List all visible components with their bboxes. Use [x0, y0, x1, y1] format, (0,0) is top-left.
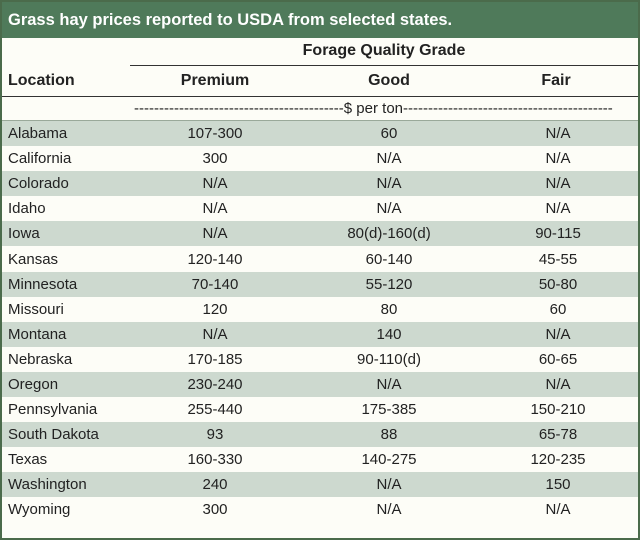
fair-cell: 65-78 [478, 422, 638, 448]
state-cell: Wyoming [2, 497, 130, 523]
table-row: California 300 N/A N/A [2, 146, 638, 172]
premium-cell: 107-300 [130, 121, 300, 147]
table-row: Montana N/A 140 N/A [2, 321, 638, 347]
good-cell: N/A [300, 196, 478, 222]
units-label: ----------------------------------------… [134, 100, 613, 117]
fair-cell: 90-115 [478, 221, 638, 247]
state-cell: Colorado [2, 171, 130, 197]
good-cell: 90-110(d) [300, 346, 478, 372]
premium-cell: 160-330 [130, 447, 300, 473]
table-row: Idaho N/A N/A N/A [2, 196, 638, 222]
table-row: Minnesota 70-140 55-120 50-80 [2, 271, 638, 297]
good-cell: 140-275 [300, 447, 478, 473]
table-row: Oregon 230-240 N/A N/A [2, 371, 638, 398]
group-underline [130, 65, 638, 66]
fair-cell: 60 [478, 296, 638, 322]
state-cell: Washington [2, 472, 130, 498]
units-row: ----------------------------------------… [2, 97, 638, 121]
premium-cell: N/A [130, 221, 300, 247]
state-cell: Iowa [2, 221, 130, 247]
state-cell: Minnesota [2, 271, 130, 297]
fair-cell: 45-55 [478, 246, 638, 272]
fair-cell: 150-210 [478, 397, 638, 423]
fair-cell: 120-235 [478, 447, 638, 473]
fair-cell: 60-65 [478, 346, 638, 372]
fair-cell: N/A [478, 371, 638, 398]
premium-cell: 300 [130, 497, 300, 523]
premium-cell: N/A [130, 171, 300, 197]
good-cell: 60 [300, 121, 478, 147]
table-row: Pennsylvania 255-440 175-385 150-210 [2, 397, 638, 423]
premium-header: Premium [180, 72, 250, 89]
state-cell: Oregon [2, 371, 130, 398]
table-row: Kansas 120-140 60-140 45-55 [2, 246, 638, 272]
premium-cell: N/A [130, 196, 300, 222]
state-cell: Nebraska [2, 346, 130, 372]
fair-cell: N/A [478, 171, 638, 197]
good-cell: 80 [300, 296, 478, 322]
header-divider [2, 96, 638, 97]
premium-cell: 170-185 [130, 346, 300, 372]
table-row: Washington 240 N/A 150 [2, 472, 638, 498]
fair-header: Fair [541, 72, 571, 89]
price-table: Alabama 107-300 60 N/A California 300 N/A N/A Co… [2, 121, 638, 523]
premium-cell: 240 [130, 472, 300, 498]
state-cell: Montana [2, 321, 130, 347]
fair-cell: N/A [478, 497, 638, 523]
fair-cell: N/A [478, 146, 638, 172]
state-cell: Texas [2, 447, 130, 473]
table-row: Nebraska 170-185 90-110(d) 60-65 [2, 346, 638, 372]
state-cell: South Dakota [2, 422, 130, 448]
good-cell: 175-385 [300, 397, 478, 423]
premium-cell: 120 [130, 296, 300, 322]
good-cell: N/A [300, 146, 478, 172]
table-row: Colorado N/A N/A N/A [2, 171, 638, 197]
good-cell: N/A [300, 171, 478, 197]
good-cell: 80(d)-160(d) [300, 221, 478, 247]
fair-cell: 50-80 [478, 271, 638, 297]
table-header: Forage Quality Grade Location Premium Go… [2, 38, 638, 96]
state-cell: Missouri [2, 296, 130, 322]
table-row: Iowa N/A 80(d)-160(d) 90-115 [2, 221, 638, 247]
fair-cell: 150 [478, 472, 638, 498]
fair-cell: N/A [478, 121, 638, 147]
table-row: Texas 160-330 140-275 120-235 [2, 447, 638, 473]
table-row: Missouri 120 80 60 [2, 296, 638, 322]
premium-cell: 300 [130, 146, 300, 172]
premium-cell: 93 [130, 422, 300, 448]
location-header: Location [8, 72, 75, 89]
table-title: Grass hay prices reported to USDA from s… [2, 2, 638, 38]
premium-cell: 255-440 [130, 397, 300, 423]
good-cell: 60-140 [300, 246, 478, 272]
good-cell: N/A [300, 371, 478, 398]
good-header: Good [368, 72, 410, 89]
good-cell: 140 [300, 321, 478, 347]
premium-cell: 70-140 [130, 271, 300, 297]
state-cell: Kansas [2, 246, 130, 272]
fair-cell: N/A [478, 196, 638, 222]
table-row: South Dakota 93 88 65-78 [2, 422, 638, 448]
premium-cell: 230-240 [130, 371, 300, 398]
state-cell: Alabama [2, 121, 130, 147]
table-row: Wyoming 300 N/A N/A [2, 497, 638, 523]
good-cell: N/A [300, 497, 478, 523]
good-cell: N/A [300, 472, 478, 498]
state-cell: Pennsylvania [2, 397, 130, 423]
table-body: Alabama 107-300 60 N/A California 300 N/A N/A Co… [2, 121, 638, 523]
state-cell: California [2, 146, 130, 172]
good-cell: 88 [300, 422, 478, 448]
state-cell: Idaho [2, 196, 130, 222]
fair-cell: N/A [478, 321, 638, 347]
premium-cell: 120-140 [130, 246, 300, 272]
premium-cell: N/A [130, 321, 300, 347]
good-cell: 55-120 [300, 271, 478, 297]
column-group-label: Forage Quality Grade [302, 42, 466, 59]
table-row: Alabama 107-300 60 N/A [2, 121, 638, 147]
